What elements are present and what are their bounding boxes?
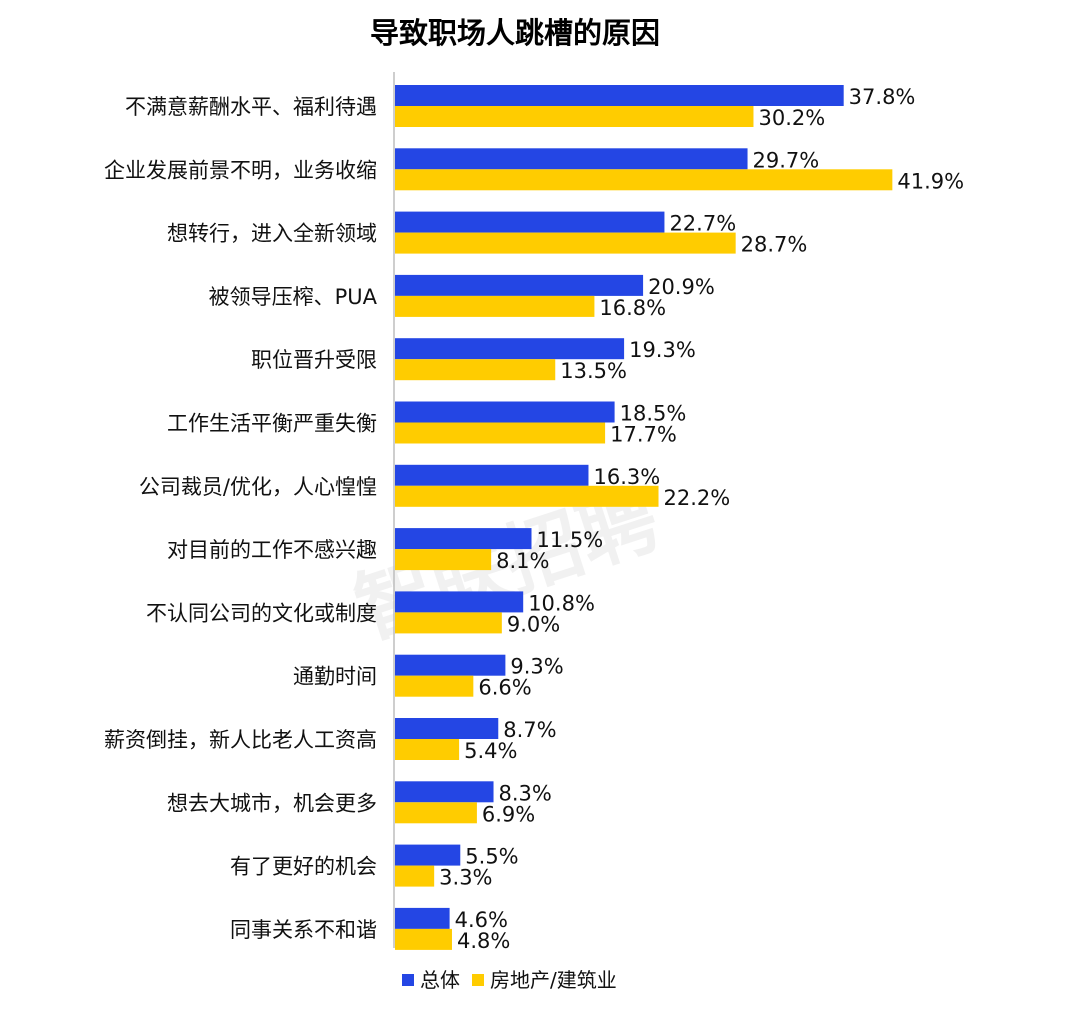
bar-overall: [395, 464, 589, 486]
bar-real-estate: [395, 675, 474, 697]
category-label: 有了更好的机会: [230, 855, 377, 879]
bar-real-estate: [395, 169, 893, 191]
value-label-overall: 20.9%: [648, 275, 715, 299]
value-label-overall: 37.8%: [849, 85, 916, 109]
bar-overall: [395, 338, 625, 360]
value-label-overall: 18.5%: [620, 402, 687, 426]
bar-real-estate: [395, 865, 435, 887]
value-label-overall: 29.7%: [753, 148, 820, 172]
legend-label-real-estate: 房地产/建筑业: [490, 968, 617, 992]
bar-overall: [395, 401, 615, 423]
bar-real-estate: [395, 295, 595, 317]
legend: 总体 房地产/建筑业: [402, 968, 617, 992]
bar-real-estate: [395, 928, 452, 950]
bar-real-estate: [395, 802, 477, 824]
bar-overall: [395, 907, 450, 929]
value-label-overall: 10.8%: [528, 591, 595, 615]
value-label-overall: 9.3%: [510, 655, 563, 679]
value-label-overall: 19.3%: [629, 338, 696, 362]
legend-swatch-real-estate: [472, 974, 484, 986]
category-label: 对目前的工作不感兴趣: [167, 538, 377, 562]
bar-overall: [395, 85, 844, 106]
value-label-real-estate: 17.7%: [610, 423, 677, 447]
category-label: 想转行，进入全新领域: [167, 222, 377, 246]
value-label-real-estate: 4.8%: [457, 929, 510, 953]
category-label: 企业发展前景不明，业务收缩: [104, 158, 377, 182]
value-label-overall: 8.7%: [503, 718, 556, 742]
category-label: 同事关系不和谐: [230, 918, 377, 942]
value-label-overall: 16.3%: [593, 465, 660, 489]
bar-overall: [395, 781, 494, 803]
value-label-overall: 22.7%: [669, 212, 736, 236]
bars-group: 不满意薪酬水平、福利待遇 37.8% 30.2% 企业发展前景不明，业务收缩 29.7%…: [104, 85, 964, 953]
value-label-real-estate: 22.2%: [664, 486, 731, 510]
bar-real-estate: [395, 612, 502, 634]
bar-real-estate: [395, 485, 659, 507]
value-label-real-estate: 28.7%: [741, 233, 808, 257]
value-label-real-estate: 16.8%: [599, 296, 666, 320]
legend-swatch-overall: [402, 974, 414, 986]
bar-overall: [395, 528, 532, 550]
category-label: 职位晋升受限: [251, 348, 377, 372]
value-label-real-estate: 6.6%: [478, 676, 531, 700]
category-label: 想去大城市，机会更多: [167, 791, 377, 815]
bar-real-estate: [395, 232, 736, 254]
category-label: 不满意薪酬水平、福利待遇: [125, 95, 377, 119]
bar-overall: [395, 148, 748, 170]
value-label-overall: 11.5%: [537, 528, 604, 552]
bar-real-estate: [395, 739, 460, 760]
value-label-real-estate: 41.9%: [897, 169, 964, 193]
bar-real-estate: [395, 106, 754, 127]
value-label-overall: 4.6%: [455, 908, 508, 932]
value-label-real-estate: 9.0%: [507, 612, 560, 636]
value-label-real-estate: 3.3%: [439, 866, 492, 890]
chart-title: 导致职场人跳槽的原因: [370, 16, 660, 50]
category-label: 工作生活平衡严重失衡: [167, 412, 377, 436]
category-label: 不认同公司的文化或制度: [146, 601, 377, 625]
value-label-real-estate: 30.2%: [758, 106, 825, 130]
category-label: 被领导压榨、PUA: [209, 285, 378, 309]
value-label-overall: 5.5%: [465, 845, 518, 869]
bar-overall: [395, 211, 665, 233]
bar-overall: [395, 591, 524, 613]
bar-overall: [395, 718, 499, 739]
legend-label-overall: 总体: [420, 968, 460, 992]
bar-real-estate: [395, 549, 492, 571]
bar-overall: [395, 654, 506, 676]
value-label-real-estate: 8.1%: [496, 549, 549, 573]
value-label-overall: 8.3%: [499, 781, 552, 805]
value-label-real-estate: 13.5%: [560, 359, 627, 383]
category-label: 公司裁员/优化，人心惶惶: [139, 475, 377, 499]
bar-overall: [395, 844, 461, 866]
category-label: 薪资倒挂，新人比老人工资高: [104, 728, 377, 752]
category-label: 通勤时间: [293, 665, 377, 689]
bar-real-estate: [395, 422, 606, 444]
value-label-real-estate: 5.4%: [464, 739, 517, 763]
bar-real-estate: [395, 359, 556, 381]
value-label-real-estate: 6.9%: [482, 802, 535, 826]
bar-overall: [395, 274, 644, 296]
